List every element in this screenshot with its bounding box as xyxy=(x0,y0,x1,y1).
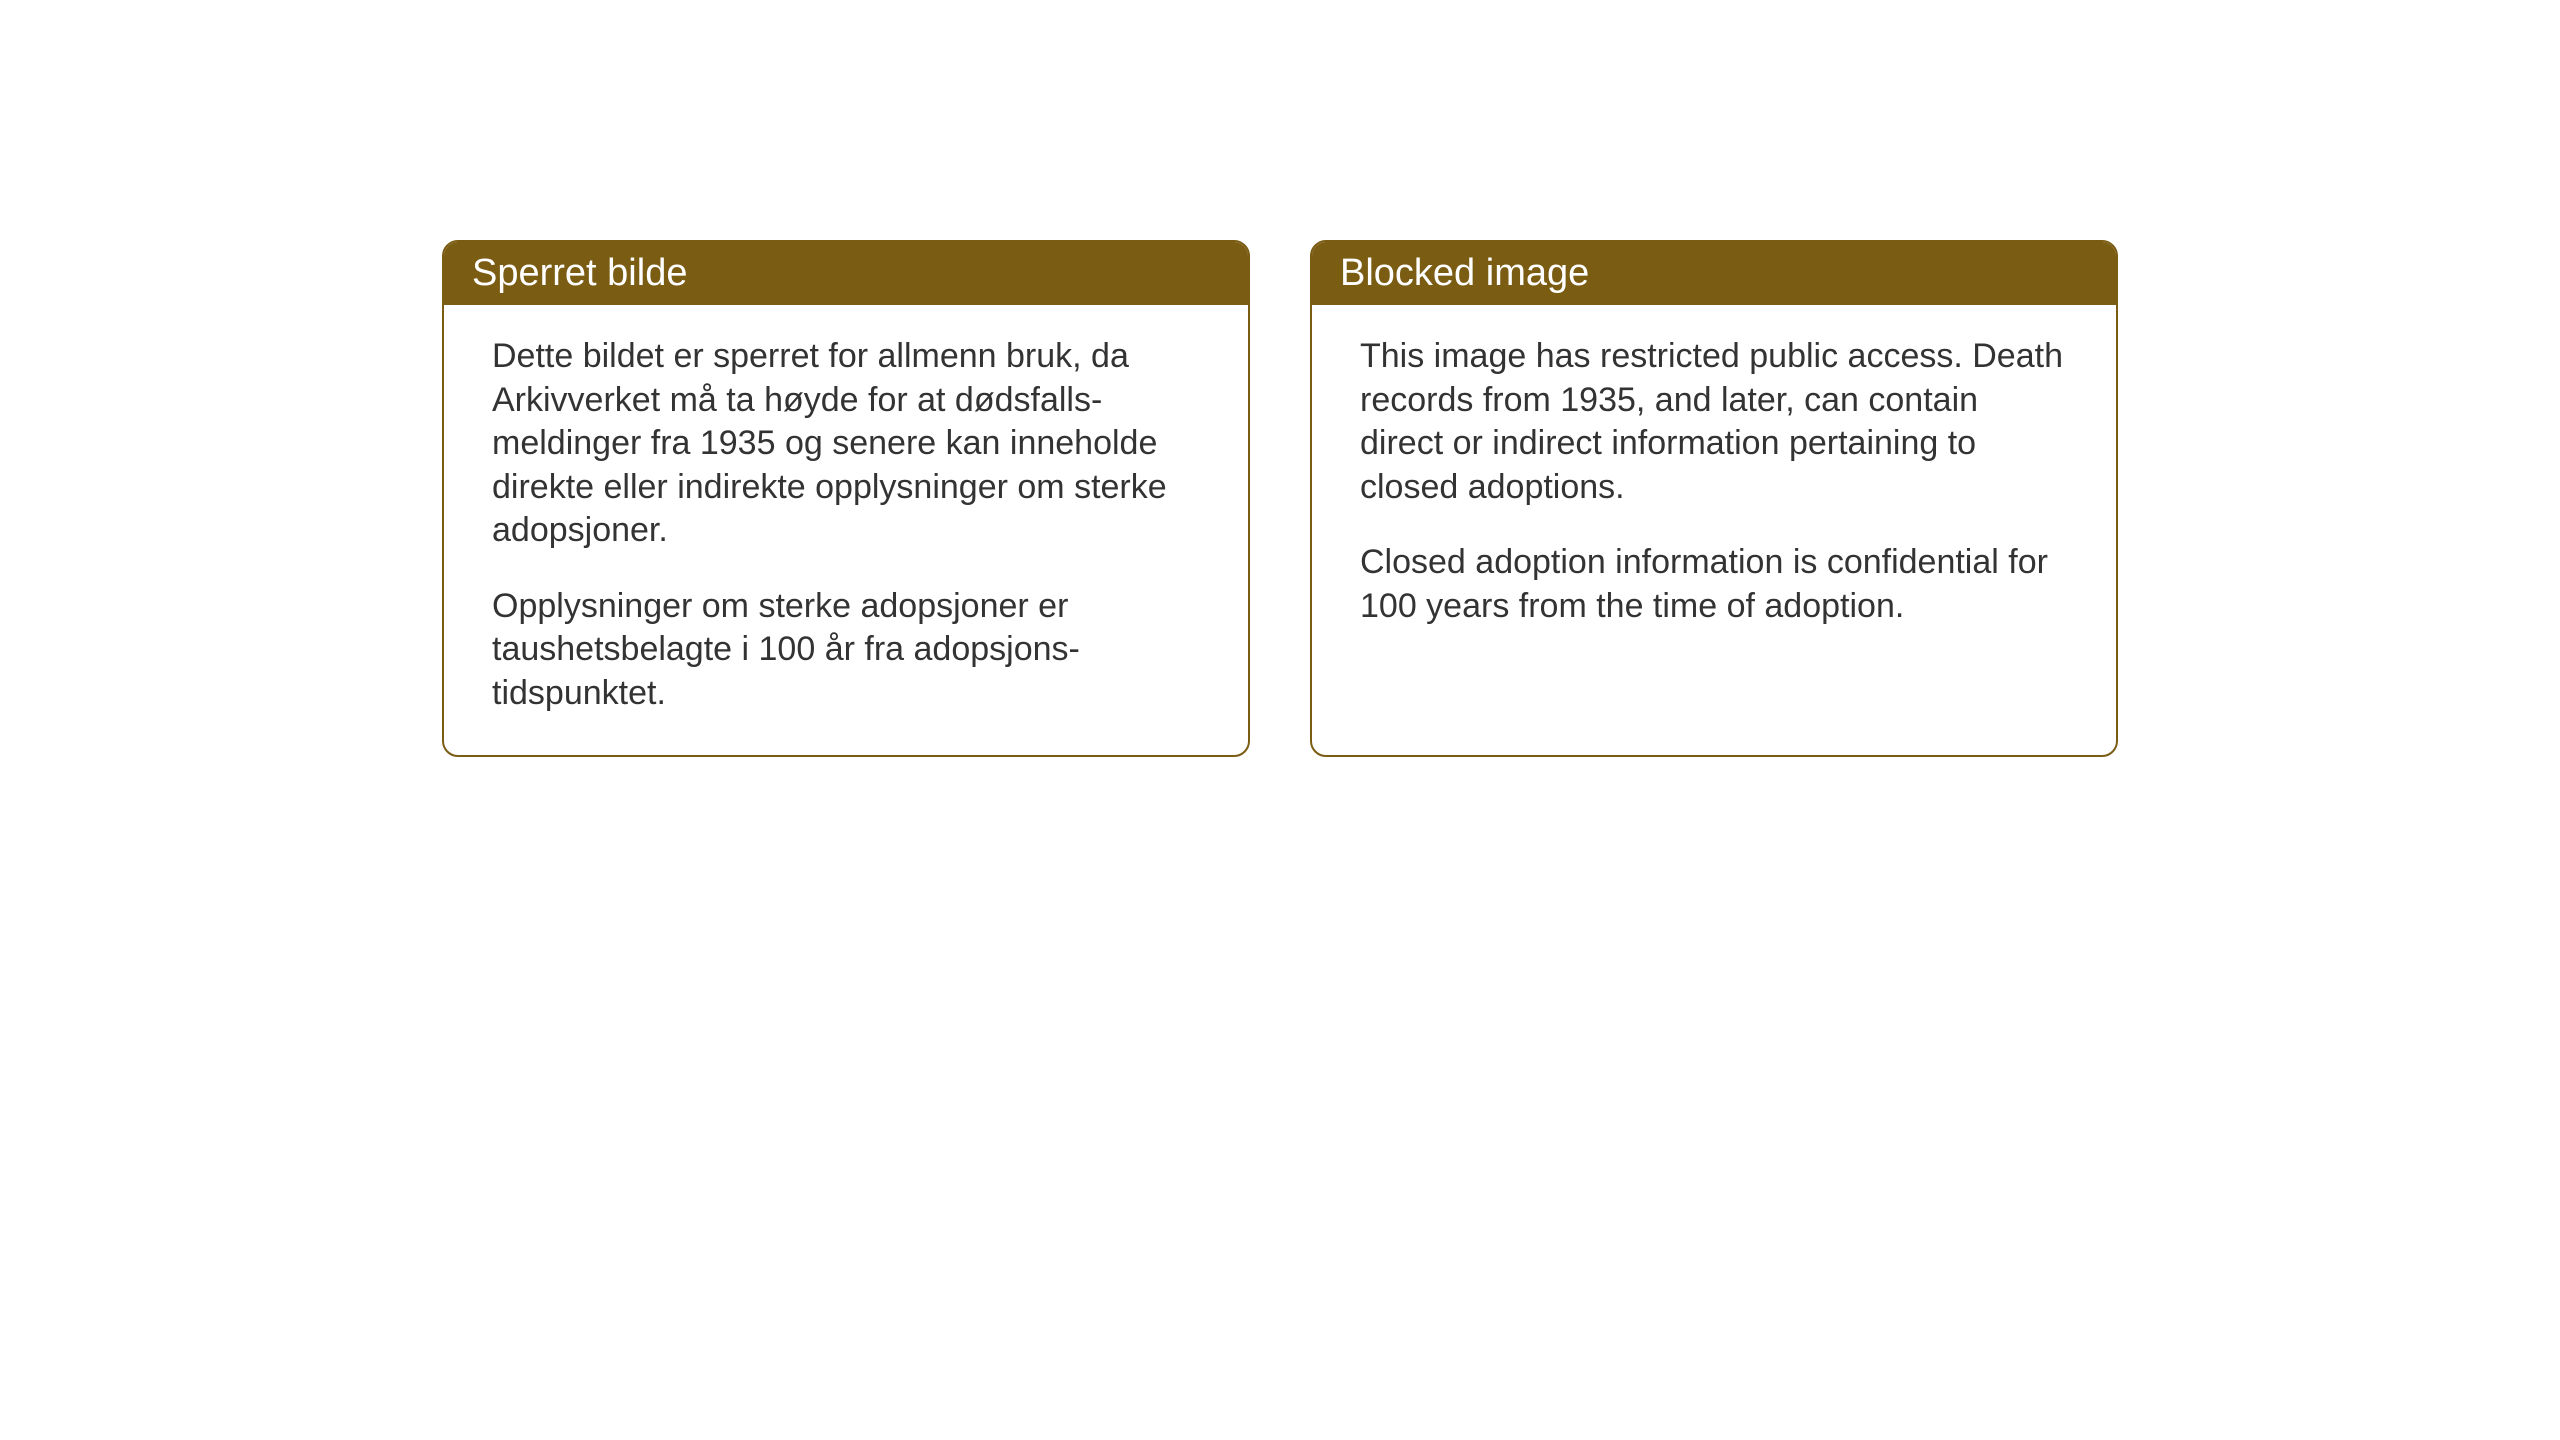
card-body-english: This image has restricted public access.… xyxy=(1312,305,2116,705)
card-body-norwegian: Dette bildet er sperret for allmenn bruk… xyxy=(444,305,1248,755)
card-header-norwegian: Sperret bilde xyxy=(444,242,1248,305)
english-paragraph-1: This image has restricted public access.… xyxy=(1360,335,2068,509)
english-paragraph-2: Closed adoption information is confident… xyxy=(1360,541,2068,628)
norwegian-paragraph-1: Dette bildet er sperret for allmenn bruk… xyxy=(492,335,1200,553)
norwegian-paragraph-2: Opplysninger om sterke adopsjoner er tau… xyxy=(492,585,1200,716)
notice-card-norwegian: Sperret bilde Dette bildet er sperret fo… xyxy=(442,240,1250,757)
notice-container: Sperret bilde Dette bildet er sperret fo… xyxy=(442,240,2118,757)
notice-card-english: Blocked image This image has restricted … xyxy=(1310,240,2118,757)
card-header-english: Blocked image xyxy=(1312,242,2116,305)
